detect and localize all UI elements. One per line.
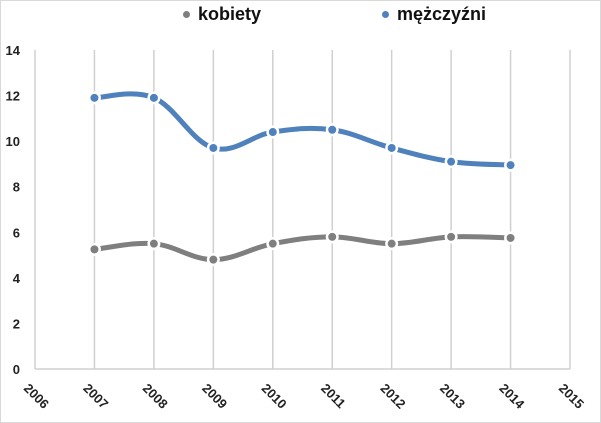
- legend-item-mezczyzni: mężczyźni: [382, 4, 486, 25]
- x-tick-label: 2012: [378, 381, 409, 412]
- y-tick-label: 10: [6, 134, 20, 149]
- legend-item-kobiety: kobiety: [183, 4, 261, 25]
- data-point-marker: [90, 93, 99, 102]
- data-point-marker: [387, 143, 396, 152]
- y-tick-label: 8: [13, 180, 20, 195]
- data-point-marker: [209, 143, 218, 152]
- data-point-marker: [90, 245, 99, 254]
- series-line-1: [91, 91, 514, 168]
- y-tick-label: 14: [6, 43, 21, 58]
- gridlines: [34, 50, 571, 370]
- data-point-marker: [149, 93, 158, 102]
- data-point-marker: [506, 233, 515, 242]
- legend-label-mezczyzni: mężczyźni: [397, 4, 487, 24]
- data-point-marker: [447, 157, 456, 166]
- y-tick-label: 4: [13, 271, 21, 286]
- x-tick-label: 2013: [437, 381, 468, 412]
- series-lines: [87, 91, 518, 267]
- legend-label-kobiety: kobiety: [198, 4, 262, 24]
- x-tick-label: 2011: [318, 381, 349, 412]
- data-point-marker: [209, 255, 218, 264]
- data-point-marker: [149, 239, 158, 248]
- x-tick-label: 2015: [556, 381, 587, 412]
- y-tick-label: 6: [13, 225, 20, 240]
- data-point-marker: [387, 239, 396, 248]
- legend-marker-kobiety-icon: [183, 11, 190, 18]
- x-tick-label: 2010: [259, 381, 290, 412]
- y-tick-label: 2: [13, 316, 20, 331]
- y-tick-label: 12: [6, 89, 20, 104]
- chart-legend: kobiety mężczyźni: [0, 4, 601, 32]
- legend-marker-mezczyzni-icon: [382, 11, 389, 18]
- y-axis: 0 2 4 6 8 10 12 14: [6, 43, 21, 377]
- x-tick-label: 2007: [80, 381, 111, 412]
- x-axis: 2006 2007 2008 2009 2010 2011 2012 2013 2014 2015: [21, 381, 587, 413]
- data-point-marker: [268, 128, 277, 137]
- data-point-marker: [328, 232, 337, 241]
- x-tick-label: 2009: [199, 381, 230, 412]
- x-tick-label: 2006: [21, 381, 52, 412]
- data-point-marker: [447, 232, 456, 241]
- x-tick-label: 2008: [140, 381, 171, 412]
- data-point-marker: [268, 239, 277, 248]
- data-point-marker: [506, 161, 515, 170]
- x-tick-label: 2014: [496, 381, 528, 413]
- y-tick-label: 0: [13, 362, 20, 377]
- data-point-marker: [328, 125, 337, 134]
